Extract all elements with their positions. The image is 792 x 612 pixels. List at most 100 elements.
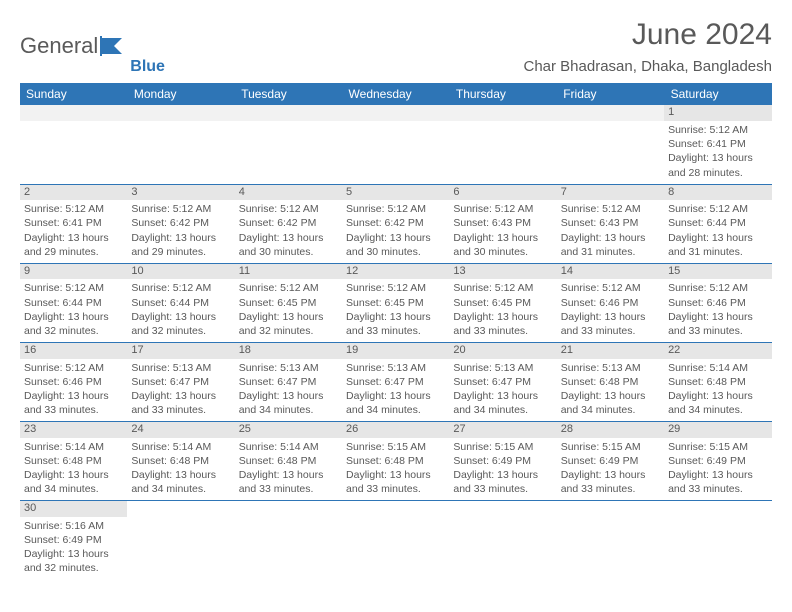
- day-info-line: Daylight: 13 hours and 33 minutes.: [561, 310, 660, 338]
- weekday-header: Monday: [127, 83, 234, 105]
- day-info-line: Daylight: 13 hours and 32 minutes.: [131, 310, 230, 338]
- day-number: 27: [449, 422, 556, 438]
- daynum-row: 1: [20, 105, 772, 121]
- day-cell: Sunrise: 5:12 AMSunset: 6:44 PMDaylight:…: [664, 200, 771, 263]
- day-info-line: Sunrise: 5:15 AM: [561, 440, 660, 454]
- day-cell: Sunrise: 5:12 AMSunset: 6:42 PMDaylight:…: [127, 200, 234, 263]
- day-info-line: Sunset: 6:49 PM: [561, 454, 660, 468]
- day-number: 28: [557, 422, 664, 438]
- day-info-line: Sunrise: 5:13 AM: [561, 361, 660, 375]
- flag-icon: [100, 36, 128, 56]
- day-number: 2: [20, 184, 127, 200]
- day-number: 8: [664, 184, 771, 200]
- day-info-line: Sunrise: 5:13 AM: [453, 361, 552, 375]
- day-info-line: Sunrise: 5:12 AM: [24, 281, 123, 295]
- day-info-line: Daylight: 13 hours and 30 minutes.: [346, 231, 445, 259]
- day-info-line: Sunset: 6:42 PM: [346, 216, 445, 230]
- day-info-line: Sunrise: 5:16 AM: [24, 519, 123, 533]
- day-cell: Sunrise: 5:12 AMSunset: 6:44 PMDaylight:…: [127, 279, 234, 342]
- day-cell: [342, 121, 449, 184]
- day-info-line: Sunset: 6:44 PM: [668, 216, 767, 230]
- day-number: 6: [449, 184, 556, 200]
- day-info-line: Sunrise: 5:12 AM: [561, 281, 660, 295]
- day-cell: Sunrise: 5:14 AMSunset: 6:48 PMDaylight:…: [235, 438, 342, 501]
- content-row: Sunrise: 5:16 AMSunset: 6:49 PMDaylight:…: [20, 517, 772, 580]
- day-info-line: Sunset: 6:42 PM: [239, 216, 338, 230]
- day-cell: [235, 121, 342, 184]
- day-number: 4: [235, 184, 342, 200]
- day-info-line: Sunset: 6:47 PM: [239, 375, 338, 389]
- day-info-line: Sunset: 6:48 PM: [24, 454, 123, 468]
- day-number: 21: [557, 343, 664, 359]
- day-info-line: Daylight: 13 hours and 28 minutes.: [668, 151, 767, 179]
- day-cell: Sunrise: 5:15 AMSunset: 6:49 PMDaylight:…: [557, 438, 664, 501]
- day-number: 1: [664, 105, 771, 121]
- day-info-line: Daylight: 13 hours and 33 minutes.: [24, 389, 123, 417]
- day-info-line: Daylight: 13 hours and 33 minutes.: [131, 389, 230, 417]
- day-cell: [342, 517, 449, 580]
- day-cell: Sunrise: 5:15 AMSunset: 6:48 PMDaylight:…: [342, 438, 449, 501]
- day-info-line: Sunset: 6:46 PM: [24, 375, 123, 389]
- day-info-line: Sunrise: 5:12 AM: [239, 281, 338, 295]
- day-info-line: Sunrise: 5:12 AM: [346, 281, 445, 295]
- day-cell: Sunrise: 5:12 AMSunset: 6:46 PMDaylight:…: [664, 279, 771, 342]
- day-number: 24: [127, 422, 234, 438]
- day-info-line: Daylight: 13 hours and 34 minutes.: [131, 468, 230, 496]
- day-cell: Sunrise: 5:13 AMSunset: 6:47 PMDaylight:…: [449, 359, 556, 422]
- day-number: 11: [235, 263, 342, 279]
- day-cell: Sunrise: 5:12 AMSunset: 6:43 PMDaylight:…: [557, 200, 664, 263]
- day-number: [449, 501, 556, 517]
- day-number: 22: [664, 343, 771, 359]
- day-info-line: Sunset: 6:43 PM: [453, 216, 552, 230]
- month-title: June 2024: [524, 18, 773, 52]
- content-row: Sunrise: 5:14 AMSunset: 6:48 PMDaylight:…: [20, 438, 772, 501]
- day-info-line: Sunset: 6:41 PM: [668, 137, 767, 151]
- day-info-line: Sunrise: 5:12 AM: [346, 202, 445, 216]
- weekday-header: Thursday: [449, 83, 556, 105]
- day-info-line: Sunset: 6:48 PM: [561, 375, 660, 389]
- day-info-line: Daylight: 13 hours and 34 minutes.: [346, 389, 445, 417]
- day-cell: [557, 517, 664, 580]
- day-cell: Sunrise: 5:14 AMSunset: 6:48 PMDaylight:…: [127, 438, 234, 501]
- day-cell: Sunrise: 5:15 AMSunset: 6:49 PMDaylight:…: [664, 438, 771, 501]
- day-info-line: Daylight: 13 hours and 30 minutes.: [453, 231, 552, 259]
- weekday-header: Tuesday: [235, 83, 342, 105]
- day-number: 30: [20, 501, 127, 517]
- day-info-line: Sunset: 6:49 PM: [24, 533, 123, 547]
- day-info-line: Sunrise: 5:13 AM: [131, 361, 230, 375]
- day-info-line: Daylight: 13 hours and 29 minutes.: [131, 231, 230, 259]
- day-cell: Sunrise: 5:13 AMSunset: 6:47 PMDaylight:…: [342, 359, 449, 422]
- day-info-line: Sunset: 6:44 PM: [24, 296, 123, 310]
- content-row: Sunrise: 5:12 AMSunset: 6:41 PMDaylight:…: [20, 121, 772, 184]
- day-info-line: Daylight: 13 hours and 31 minutes.: [668, 231, 767, 259]
- weekday-header: Sunday: [20, 83, 127, 105]
- day-info-line: Sunrise: 5:12 AM: [24, 202, 123, 216]
- day-number: 3: [127, 184, 234, 200]
- day-number: 18: [235, 343, 342, 359]
- day-info-line: Daylight: 13 hours and 34 minutes.: [453, 389, 552, 417]
- day-cell: Sunrise: 5:15 AMSunset: 6:49 PMDaylight:…: [449, 438, 556, 501]
- day-info-line: Daylight: 13 hours and 34 minutes.: [668, 389, 767, 417]
- day-number: 25: [235, 422, 342, 438]
- day-number: 20: [449, 343, 556, 359]
- day-info-line: Sunrise: 5:15 AM: [346, 440, 445, 454]
- day-info-line: Sunset: 6:48 PM: [131, 454, 230, 468]
- day-info-line: Sunrise: 5:12 AM: [668, 202, 767, 216]
- day-number: 23: [20, 422, 127, 438]
- day-number: 26: [342, 422, 449, 438]
- day-info-line: Sunset: 6:46 PM: [668, 296, 767, 310]
- daynum-row: 30: [20, 501, 772, 517]
- daynum-row: 23242526272829: [20, 422, 772, 438]
- day-info-line: Sunset: 6:48 PM: [668, 375, 767, 389]
- day-info-line: Sunrise: 5:12 AM: [668, 123, 767, 137]
- day-number: [557, 105, 664, 121]
- day-number: [235, 501, 342, 517]
- day-info-line: Sunset: 6:48 PM: [239, 454, 338, 468]
- day-info-line: Sunset: 6:41 PM: [24, 216, 123, 230]
- weekday-header: Wednesday: [342, 83, 449, 105]
- day-cell: Sunrise: 5:12 AMSunset: 6:45 PMDaylight:…: [235, 279, 342, 342]
- day-info-line: Daylight: 13 hours and 33 minutes.: [668, 468, 767, 496]
- day-cell: Sunrise: 5:12 AMSunset: 6:45 PMDaylight:…: [449, 279, 556, 342]
- day-number: 12: [342, 263, 449, 279]
- day-info-line: Daylight: 13 hours and 29 minutes.: [24, 231, 123, 259]
